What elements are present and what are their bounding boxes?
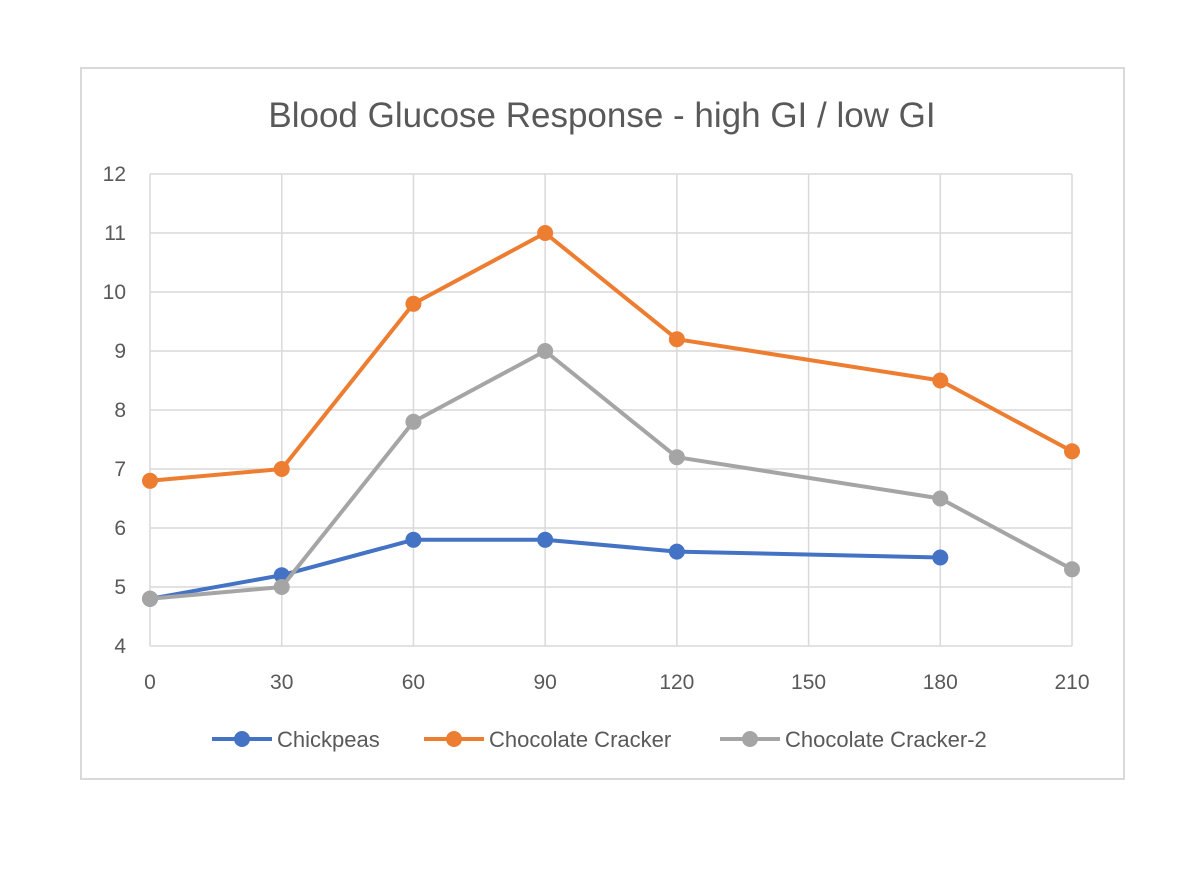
x-tick-label: 210 — [1054, 671, 1089, 694]
y-tick-label: 11 — [104, 222, 126, 245]
y-tick-label: 10 — [103, 281, 126, 304]
data-point — [142, 472, 158, 489]
x-axis-ticks: 0 30 60 90 120 150 180 210 — [144, 671, 1089, 694]
legend-marker — [742, 731, 758, 747]
series-chocolate-cracker-2 — [142, 343, 1080, 607]
y-tick-label: 5 — [114, 576, 126, 599]
x-tick-label: 120 — [659, 671, 694, 694]
y-tick-label: 4 — [114, 635, 126, 658]
data-point — [932, 372, 949, 389]
data-point — [668, 449, 685, 466]
y-tick-label: 9 — [114, 340, 126, 363]
chart-frame — [80, 67, 1125, 780]
data-point — [668, 331, 685, 348]
grid — [149, 173, 1073, 647]
x-tick-label: 180 — [923, 671, 958, 694]
x-tick-label: 30 — [270, 671, 293, 694]
legend-marker — [446, 731, 462, 747]
legend-item: Chocolate Cracker-2 — [720, 727, 987, 752]
x-tick-label: 0 — [144, 671, 156, 694]
chart-title: Blood Glucose Response - high GI / low G… — [268, 96, 935, 135]
data-point — [1064, 443, 1080, 460]
y-tick-label: 12 — [103, 163, 126, 186]
legend-label: Chocolate Cracker — [489, 727, 671, 752]
data-point — [273, 579, 290, 595]
legend-label: Chocolate Cracker-2 — [785, 727, 987, 752]
y-tick-label: 8 — [114, 399, 126, 422]
data-point — [537, 343, 554, 359]
y-tick-label: 7 — [114, 458, 126, 481]
legend-item: Chocolate Cracker — [424, 727, 671, 752]
data-point — [932, 549, 949, 566]
data-point — [932, 490, 949, 507]
data-point — [537, 531, 554, 548]
data-point — [273, 461, 290, 477]
x-tick-label: 90 — [533, 671, 556, 694]
data-point — [668, 543, 685, 560]
data-point — [405, 413, 422, 430]
legend-item: Chickpeas — [212, 727, 380, 752]
data-point — [142, 590, 158, 607]
series — [142, 225, 1080, 607]
legend: Chickpeas Chocolate Cracker Chocolate Crac… — [212, 727, 987, 752]
data-point — [405, 531, 422, 548]
x-tick-label: 150 — [791, 671, 826, 694]
y-axis-ticks: 4 5 6 7 8 9 10 11 12 — [103, 163, 127, 658]
data-point — [1064, 561, 1080, 578]
x-tick-label: 60 — [402, 671, 425, 694]
legend-marker — [234, 731, 250, 747]
data-point — [405, 295, 422, 312]
legend-label: Chickpeas — [277, 727, 380, 752]
data-point — [537, 225, 554, 241]
y-tick-label: 6 — [114, 517, 126, 540]
series-chocolate-cracker — [142, 225, 1080, 489]
series-line — [149, 231, 1073, 483]
series-line — [149, 537, 941, 601]
